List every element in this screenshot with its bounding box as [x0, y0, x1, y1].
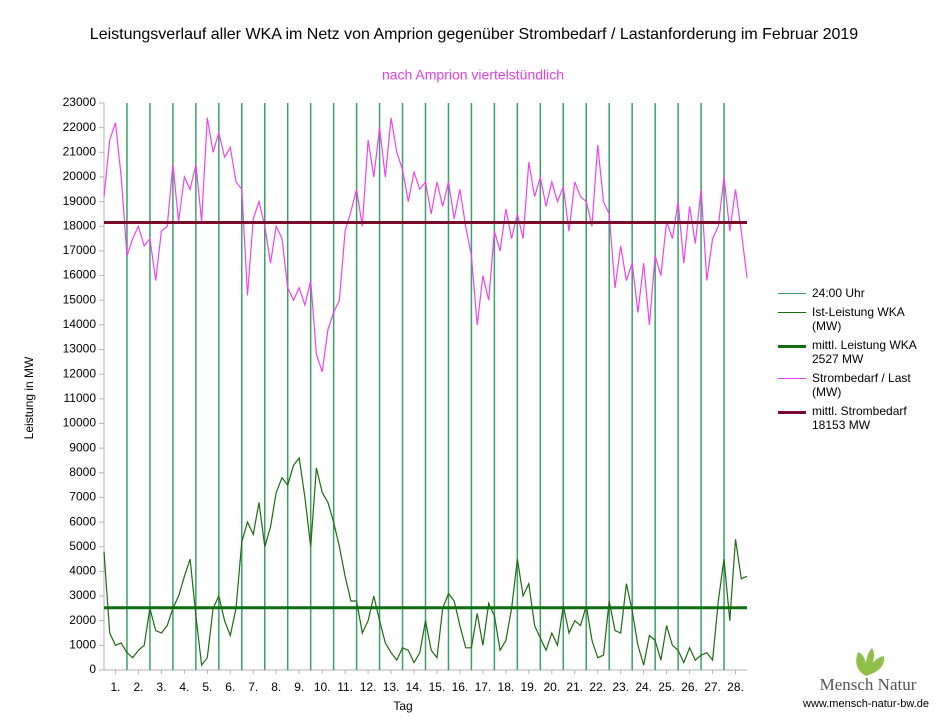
x-axis-label: Tag [393, 699, 412, 713]
x-tick-label: 17. [475, 680, 492, 694]
logo-text: Mensch Natur [820, 675, 917, 694]
x-tick-label: 21. [566, 680, 583, 694]
y-tick-label: 13000 [63, 342, 97, 356]
y-axis-label: Leistung in MW [22, 356, 36, 439]
x-tick-label: 13. [383, 680, 400, 694]
x-tick-label: 19. [520, 680, 537, 694]
y-tick-label: 7000 [69, 490, 96, 504]
legend-label: 24:00 Uhr [812, 286, 865, 300]
x-tick-label: 16. [452, 680, 469, 694]
legend: 24:00 Uhr Ist-Leistung WKA (MW) mittl. Lei… [778, 286, 938, 437]
legend-label: mittl. Leistung WKA 2527 MW [812, 338, 917, 366]
chart-title: Leistungsverlauf aller WKA im Netz von A… [90, 26, 859, 43]
x-tick-label: 28. [727, 680, 744, 694]
x-tick-label: 24. [635, 680, 652, 694]
y-tick-label: 22000 [63, 120, 97, 134]
x-tick-label: 15. [429, 680, 446, 694]
legend-entry: Strombedarf / Last (MW) [778, 371, 938, 399]
logo-url: www.mensch-natur-bw.de [802, 698, 929, 710]
y-tick-label: 12000 [63, 366, 97, 380]
legend-entry: mittl. Strombedarf 18153 MW [778, 404, 938, 432]
legend-label: Strombedarf / Last (MW) [812, 371, 911, 399]
x-tick-label: 26. [681, 680, 698, 694]
y-tick-label: 14000 [63, 317, 97, 331]
y-tick-label: 17000 [63, 243, 97, 257]
y-tick-label: 21000 [63, 144, 97, 158]
x-tick-label: 2. [133, 680, 143, 694]
legend-swatch [778, 411, 806, 414]
legend-swatch [778, 345, 806, 348]
x-tick-label: 18. [498, 680, 515, 694]
legend-entry: mittl. Leistung WKA 2527 MW [778, 338, 938, 366]
x-tick-label: 9. [294, 680, 304, 694]
legend-entry: Ist-Leistung WKA (MW) [778, 305, 938, 333]
legend-swatch [778, 312, 806, 313]
y-tick-label: 9000 [69, 440, 96, 454]
x-tick-label: 6. [225, 680, 235, 694]
y-tick-label: 3000 [69, 588, 96, 602]
x-tick-label: 22. [589, 680, 606, 694]
series-line [103, 117, 748, 372]
x-tick-label: 8. [271, 680, 281, 694]
legend-entry: 24:00 Uhr [778, 286, 938, 300]
x-tick-label: 10. [314, 680, 331, 694]
x-tick-label: 4. [179, 680, 189, 694]
x-tick-label: 23. [612, 680, 629, 694]
y-tick-label: 1000 [69, 638, 96, 652]
x-tick-label: 3. [156, 680, 166, 694]
y-tick-label: 16000 [63, 268, 97, 282]
y-tick-label: 4000 [69, 564, 96, 578]
y-tick-label: 0 [89, 662, 96, 676]
chart-subtitle: nach Amprion viertelstündlich [382, 67, 564, 83]
legend-label: Ist-Leistung WKA (MW) [812, 305, 905, 333]
legend-swatch [778, 378, 806, 379]
y-tick-label: 8000 [69, 465, 96, 479]
y-tick-label: 20000 [63, 169, 97, 183]
x-tick-label: 7. [248, 680, 258, 694]
y-tick-label: 19000 [63, 194, 97, 208]
series-line [103, 456, 748, 667]
legend-label: mittl. Strombedarf 18153 MW [812, 404, 907, 432]
x-tick-label: 11. [337, 680, 353, 694]
x-tick-label: 1. [110, 680, 120, 694]
x-tick-label: 5. [202, 680, 212, 694]
logo-leaf [856, 648, 885, 676]
y-tick-label: 5000 [69, 539, 96, 553]
y-tick-label: 11000 [64, 391, 97, 405]
x-tick-label: 12. [360, 680, 377, 694]
x-tick-label: 27. [704, 680, 721, 694]
y-tick-label: 18000 [63, 218, 97, 232]
y-tick-label: 10000 [63, 416, 97, 430]
y-tick-label: 23000 [63, 95, 97, 109]
legend-swatch [778, 293, 806, 294]
y-tick-label: 6000 [69, 514, 96, 528]
x-tick-label: 20. [543, 680, 560, 694]
y-tick-label: 2000 [69, 613, 96, 627]
x-tick-label: 14. [406, 680, 423, 694]
y-tick-label: 15000 [63, 292, 97, 306]
x-tick-label: 25. [658, 680, 675, 694]
